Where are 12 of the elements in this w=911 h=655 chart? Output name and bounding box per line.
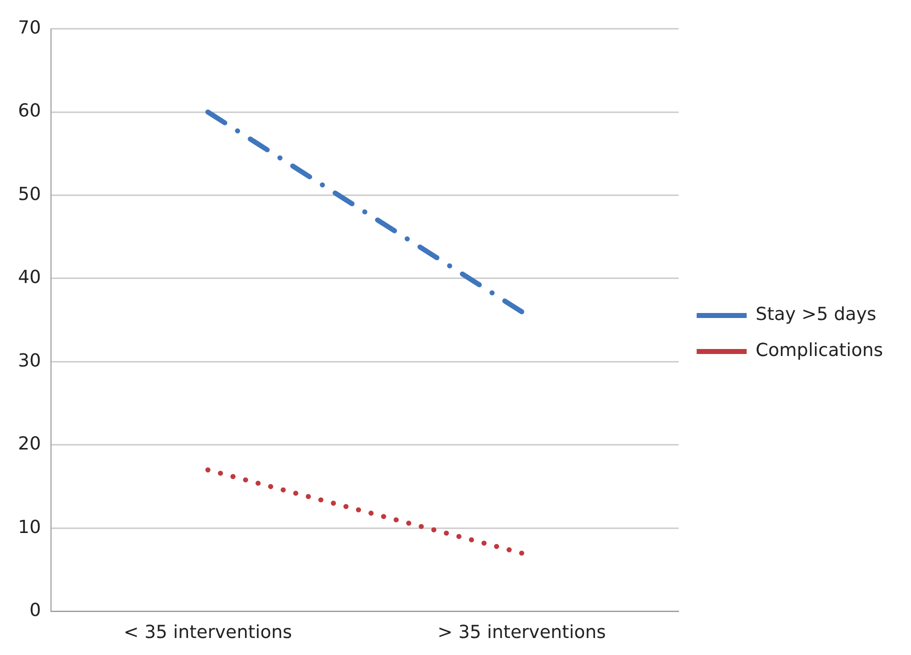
- y-tick-label: 40: [18, 267, 41, 288]
- legend-label: Complications: [756, 340, 883, 362]
- y-tick-label: 70: [18, 17, 41, 38]
- y-tick-label: 20: [18, 434, 41, 455]
- y-tick-label: 0: [29, 600, 41, 622]
- y-tick-label: 10: [18, 516, 41, 538]
- y-tick-label: 50: [18, 184, 41, 205]
- legend-label: Stay >5 days: [756, 304, 876, 326]
- y-tick-label: 60: [18, 100, 41, 122]
- x-tick-label: < 35 interventions: [124, 622, 292, 643]
- y-tick-label: 30: [18, 350, 41, 372]
- x-tick-label: > 35 interventions: [438, 622, 606, 643]
